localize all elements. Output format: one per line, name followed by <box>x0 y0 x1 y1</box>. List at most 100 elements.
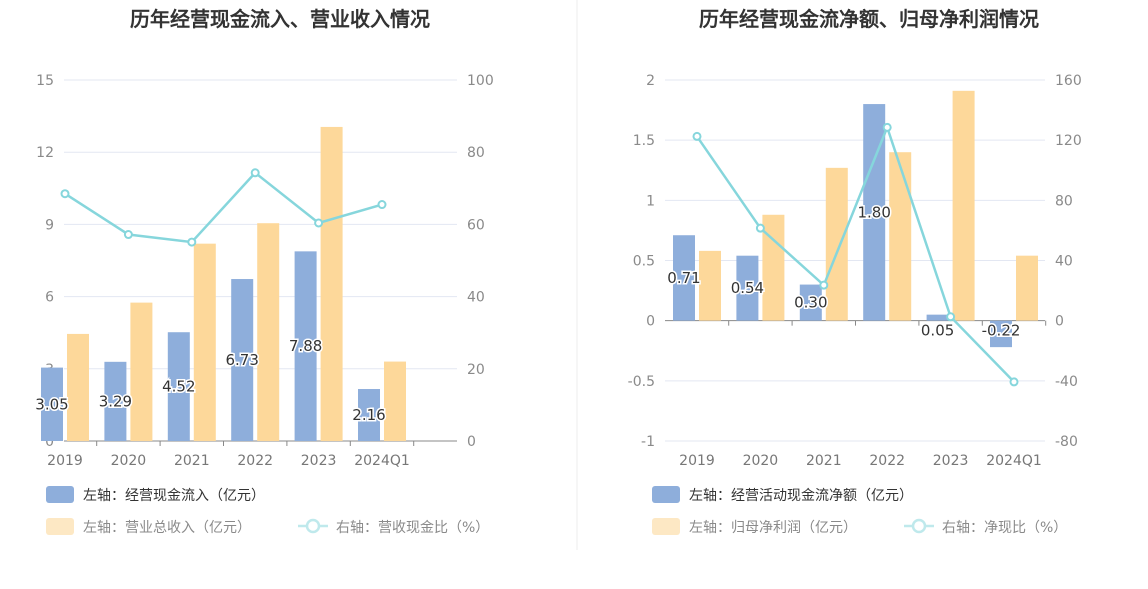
left-axis-tick: 1 <box>646 193 655 209</box>
yellow-bar <box>699 250 721 321</box>
right-axis-tick: 0 <box>467 434 476 450</box>
ratio-line <box>64 171 383 244</box>
bar-value-label: 2.16 <box>352 406 385 424</box>
right-axis-tick: 0 <box>1055 314 1064 330</box>
right-axis-tick: 20 <box>467 362 485 378</box>
yellow-bar <box>67 333 89 441</box>
bar-value-label: 3.05 <box>35 395 68 413</box>
left-axis-tick: 6 <box>45 290 54 306</box>
x-axis-label: 2022 <box>237 453 273 469</box>
x-axis-label: 2021 <box>806 453 842 469</box>
blue-bar <box>231 279 254 441</box>
ratio-point <box>819 280 829 290</box>
cash-net-profit-chart: 历年经营现金流净额、归母净利润情况 -1 -0.5 0 0.5 1 1.5 2 -80 -40 0 4… <box>628 7 1082 536</box>
legend-label: 左轴：营业总收入（亿元） <box>83 520 251 536</box>
left-axis-tick: 0 <box>646 314 655 330</box>
bar-value-label: 0.05 <box>921 322 954 340</box>
right-axis-tick: 120 <box>1055 133 1082 149</box>
legend-label: 左轴：归母净利润（亿元） <box>689 519 857 536</box>
right-axis-tick: -40 <box>1055 374 1078 390</box>
chart-title: 历年经营现金流入、营业收入情况 <box>130 7 430 31</box>
ratio-point <box>755 223 765 233</box>
legend-swatch-blue <box>46 486 74 503</box>
legend-label: 左轴：经营活动现金流净额（亿元） <box>689 488 913 504</box>
ratio-point <box>377 200 387 210</box>
legend-swatch-yellow <box>46 518 74 535</box>
legend-label: 右轴：营收现金比（%） <box>336 520 489 536</box>
bar-value-label: 0.30 <box>794 294 827 312</box>
ratio-point <box>60 189 70 199</box>
left-axis-tick: 0.5 <box>633 254 655 270</box>
yellow-bar <box>130 302 153 441</box>
ratio-point <box>123 230 133 240</box>
legend-line-marker <box>911 518 927 534</box>
blue-bar <box>990 320 1012 348</box>
right-axis-tick: 100 <box>467 73 494 89</box>
blue-bar <box>358 389 380 441</box>
yellow-bar <box>825 167 848 321</box>
x-axis-label: 2024Q1 <box>354 453 410 469</box>
bar-value-label: 3.29 <box>99 392 132 410</box>
x-axis-label: 2020 <box>743 453 779 469</box>
x-axis-label: 2024Q1 <box>986 453 1042 469</box>
blue-bar <box>926 314 949 321</box>
right-axis-tick: 60 <box>467 217 485 233</box>
yellow-bar <box>889 152 912 321</box>
right-axis-tick: -80 <box>1055 434 1078 450</box>
left-axis-tick: 2 <box>646 73 655 89</box>
left-axis-tick: 9 <box>45 217 54 233</box>
left-axis-tick: 0 <box>45 434 54 450</box>
ratio-point <box>882 122 892 132</box>
yellow-bar <box>384 361 406 441</box>
blue-bar <box>863 104 886 321</box>
ratio-point <box>692 131 702 141</box>
x-axis-label: 2022 <box>869 453 905 469</box>
left-axis-tick: -1 <box>641 434 655 450</box>
left-axis-tick: 1.5 <box>633 133 655 149</box>
blue-bar <box>736 255 759 321</box>
x-axis-label: 2023 <box>933 453 969 469</box>
yellow-bar <box>1016 255 1038 321</box>
ratio-line <box>695 123 1015 383</box>
ratio-point <box>946 312 956 322</box>
right-axis-tick: 80 <box>1055 193 1073 209</box>
bar-value-label: 0.54 <box>731 279 764 297</box>
yellow-bar <box>257 223 280 441</box>
left-axis-tick: 15 <box>36 73 54 89</box>
legend-label: 右轴：净现比（%） <box>942 520 1067 536</box>
x-axis-label: 2019 <box>47 453 83 469</box>
yellow-bar <box>952 90 975 321</box>
blue-bar <box>167 332 190 441</box>
blue-bar <box>294 251 317 441</box>
blue-bar <box>673 235 695 321</box>
x-axis-label: 2019 <box>679 453 715 469</box>
bar-value-label: 0.71 <box>667 269 700 287</box>
yellow-bar <box>193 243 216 441</box>
ratio-point <box>250 168 260 178</box>
cash-inflow-revenue-chart: 历年经营现金流入、营业收入情况0369121502040608010020192… <box>34 7 494 536</box>
chart-title: 历年经营现金流净额、归母净利润情况 <box>699 7 1039 31</box>
ratio-point <box>187 237 197 247</box>
bar-value-label: 6.73 <box>225 351 258 369</box>
left-axis-tick: 12 <box>36 145 54 161</box>
bar-value-label: 4.52 <box>162 378 195 396</box>
blue-bar <box>799 284 822 321</box>
bar-value-label: 1.80 <box>857 203 890 221</box>
yellow-bar <box>762 214 785 321</box>
right-axis-tick: 40 <box>1055 254 1073 270</box>
x-axis-label: 2020 <box>111 453 147 469</box>
x-axis-label: 2023 <box>301 453 337 469</box>
right-axis-tick: 40 <box>467 290 485 306</box>
legend-swatch-yellow <box>652 518 680 535</box>
ratio-point <box>314 218 324 228</box>
blue-bar <box>41 367 63 441</box>
bar-value-label: 7.88 <box>289 337 322 355</box>
blue-bar <box>104 361 127 441</box>
left-axis-tick: -0.5 <box>628 374 655 390</box>
ratio-point <box>1009 377 1019 387</box>
right-axis-tick: 80 <box>467 145 485 161</box>
right-axis-tick: 160 <box>1055 73 1082 89</box>
legend-swatch-blue <box>652 486 680 503</box>
legend-label: 左轴：经营现金流入（亿元） <box>83 488 265 504</box>
